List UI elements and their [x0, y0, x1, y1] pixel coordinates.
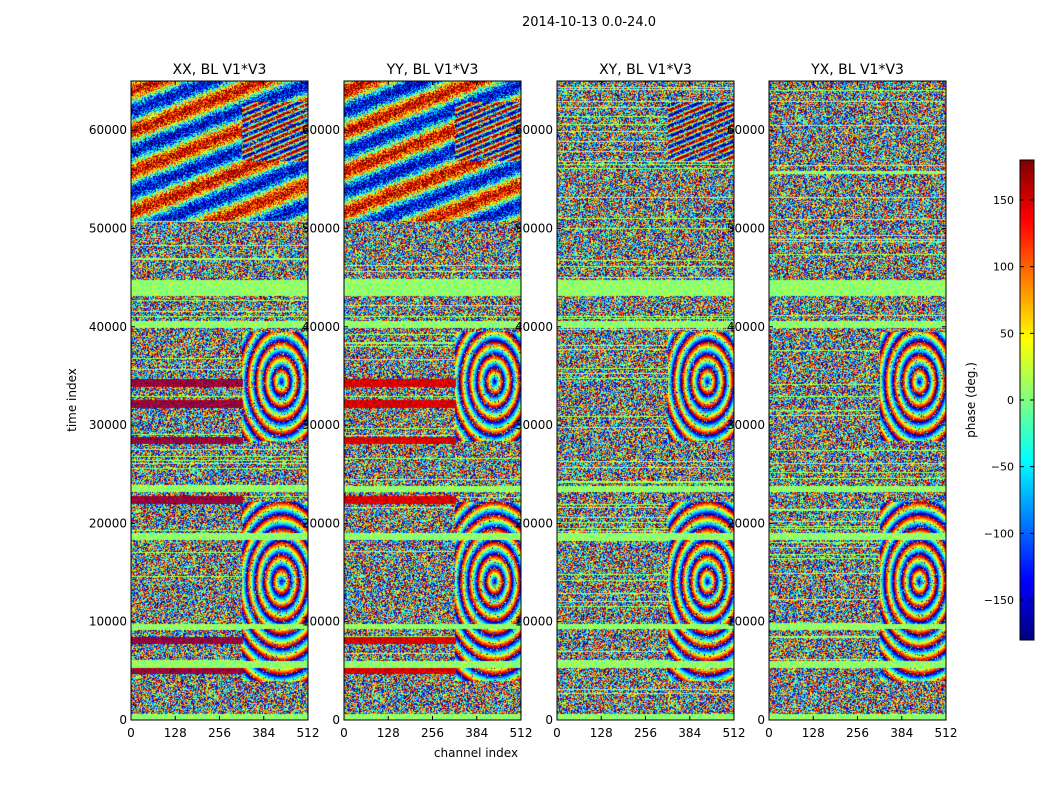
- colorbar-tick-label: 150: [993, 194, 1014, 207]
- panel-title: XX, BL V1*V3: [173, 62, 267, 78]
- y-tick-label: 10000: [89, 615, 127, 629]
- panel-1: XX, BL V1*V3 0 128 256 384 512 0 10000 20000 3000…: [89, 62, 320, 740]
- y-tick-label: 30000: [302, 418, 340, 432]
- y-tick-label: 20000: [302, 516, 340, 530]
- x-tick-label: 384: [465, 726, 488, 740]
- y-tick-label: 60000: [515, 123, 553, 137]
- y-tick-label: 0: [545, 713, 553, 727]
- phase-heatmap-image: [344, 81, 521, 720]
- x-tick-label: 0: [340, 726, 348, 740]
- x-tick-label: 512: [297, 726, 320, 740]
- y-tick-label: 40000: [302, 320, 340, 334]
- panel-title: YX, BL V1*V3: [810, 62, 904, 78]
- phase-heatmap-image: [769, 81, 946, 720]
- x-tick-label: 128: [590, 726, 613, 740]
- y-tick-label: 50000: [727, 221, 765, 235]
- x-axis-label: channel index: [434, 746, 518, 760]
- x-tick-label: 256: [634, 726, 657, 740]
- y-tick-label: 30000: [89, 418, 127, 432]
- panel-3: XY, BL V1*V3 0 128 256 384 512 0 10000 20000 3000…: [515, 62, 746, 740]
- x-tick-label: 256: [421, 726, 444, 740]
- x-tick-label: 128: [802, 726, 825, 740]
- y-tick-label: 30000: [727, 418, 765, 432]
- colorbar-tick-label: −50: [991, 461, 1014, 474]
- y-tick-label: 50000: [302, 221, 340, 235]
- x-tick-label: 0: [553, 726, 561, 740]
- y-tick-label: 60000: [302, 123, 340, 137]
- colorbar-tick-label: 100: [993, 261, 1014, 274]
- x-tick-label: 384: [678, 726, 701, 740]
- y-tick-label: 10000: [302, 615, 340, 629]
- x-tick-label: 0: [127, 726, 135, 740]
- phase-heatmap-image: [131, 81, 308, 720]
- y-tick-label: 0: [119, 713, 127, 727]
- y-tick-label: 60000: [89, 123, 127, 137]
- x-tick-label: 384: [890, 726, 913, 740]
- y-tick-label: 10000: [727, 615, 765, 629]
- panel-title: XY, BL V1*V3: [599, 62, 692, 78]
- x-tick-label: 512: [510, 726, 533, 740]
- y-tick-label: 0: [332, 713, 340, 727]
- y-tick-label: 40000: [515, 320, 553, 334]
- y-tick-label: 20000: [89, 516, 127, 530]
- y-tick-label: 20000: [727, 516, 765, 530]
- x-tick-label: 512: [935, 726, 958, 740]
- colorbar: −150 −100 −50 0 50 100 150 phase (deg.): [964, 159, 1035, 641]
- colorbar-tick-label: −100: [984, 527, 1014, 540]
- phase-heatmap-image: [557, 81, 734, 720]
- colorbar-label: phase (deg.): [964, 362, 978, 438]
- x-tick-label: 512: [723, 726, 746, 740]
- y-tick-label: 50000: [89, 221, 127, 235]
- panel-title: YY, BL V1*V3: [386, 62, 479, 78]
- x-tick-label: 0: [765, 726, 773, 740]
- colorbar-tick-label: 50: [1000, 327, 1014, 340]
- y-tick-label: 0: [757, 713, 765, 727]
- colorbar-tick-label: −150: [984, 594, 1014, 607]
- y-tick-label: 40000: [727, 320, 765, 334]
- panels: XX, BL V1*V3 0 128 256 384 512 0 10000 20000 3000…: [89, 62, 958, 740]
- y-tick-label: 50000: [515, 221, 553, 235]
- x-tick-label: 256: [208, 726, 231, 740]
- y-tick-label: 60000: [727, 123, 765, 137]
- x-tick-label: 384: [252, 726, 275, 740]
- x-tick-label: 256: [846, 726, 869, 740]
- y-tick-label: 10000: [515, 615, 553, 629]
- y-tick-label: 20000: [515, 516, 553, 530]
- panel-4: YX, BL V1*V3 0 128 256 384 512 0 10000 20000 3000…: [727, 62, 958, 740]
- y-tick-label: 30000: [515, 418, 553, 432]
- panel-2: YY, BL V1*V3 0 128 256 384 512 0 10000 20000 3000…: [302, 62, 533, 740]
- figure-suptitle: 2014-10-13 0.0-24.0: [522, 15, 656, 30]
- colorbar-tick-label: 0: [1007, 394, 1014, 407]
- x-tick-label: 128: [164, 726, 187, 740]
- y-tick-label: 40000: [89, 320, 127, 334]
- x-tick-label: 128: [377, 726, 400, 740]
- y-axis-label: time index: [65, 368, 79, 432]
